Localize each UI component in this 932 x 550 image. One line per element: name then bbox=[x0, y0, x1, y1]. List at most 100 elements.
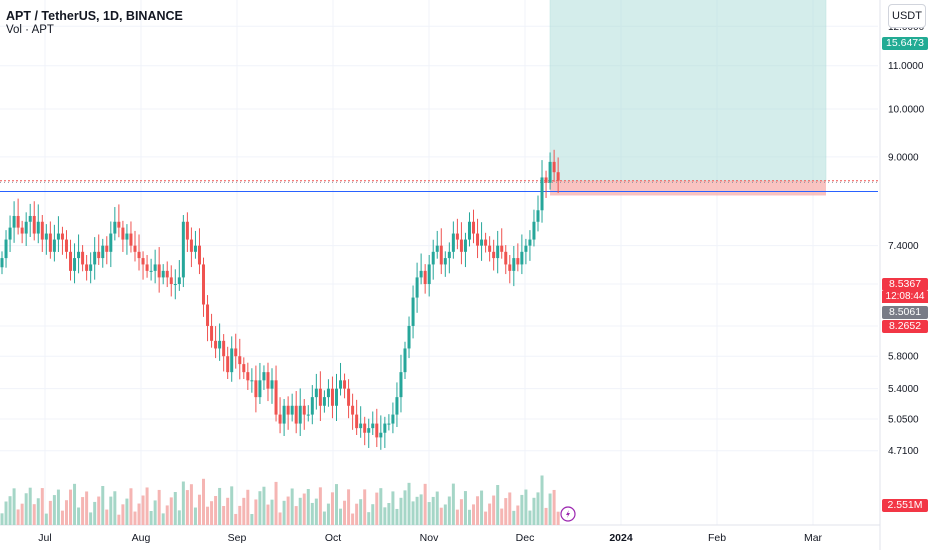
volume-bar bbox=[48, 500, 52, 525]
candle-body bbox=[226, 356, 230, 373]
volume-bar bbox=[476, 496, 480, 525]
candle-body bbox=[161, 270, 165, 278]
candle-body bbox=[77, 251, 81, 259]
volume-bar bbox=[318, 487, 322, 525]
volume-bar bbox=[435, 491, 439, 525]
candle-body bbox=[322, 397, 326, 406]
volume-bar bbox=[310, 502, 314, 525]
candle-body bbox=[363, 423, 367, 433]
y-tick-label: 5.8000 bbox=[888, 352, 919, 363]
candle-body bbox=[129, 233, 133, 246]
candle-body bbox=[113, 221, 117, 234]
volume-bar bbox=[113, 491, 117, 525]
y-tick-label: 5.0500 bbox=[888, 415, 919, 426]
volume-bar bbox=[56, 489, 60, 525]
volume-bar bbox=[439, 507, 443, 525]
volume-bar bbox=[375, 492, 379, 525]
volume-bar bbox=[145, 487, 149, 525]
volume-bar bbox=[334, 484, 338, 525]
volume-bar bbox=[395, 508, 399, 525]
candle-body bbox=[298, 405, 302, 424]
candle-body bbox=[536, 210, 540, 222]
candle-body bbox=[411, 297, 415, 326]
candle-body bbox=[141, 258, 145, 265]
volume-bar bbox=[403, 490, 407, 525]
countdown-tag: 12:08:44 bbox=[882, 291, 928, 303]
volume-bar bbox=[85, 491, 89, 525]
volume-bar bbox=[290, 488, 294, 525]
y-tick-label: 9.0000 bbox=[888, 152, 919, 163]
candle-body bbox=[548, 161, 552, 183]
volume-bar bbox=[20, 503, 24, 525]
candle-body bbox=[290, 405, 294, 415]
volume-bar bbox=[326, 503, 330, 525]
volume-bar bbox=[427, 502, 431, 525]
volume-bar bbox=[504, 498, 508, 525]
candle-body bbox=[480, 239, 484, 246]
volume-indicator-label[interactable]: Vol · APT bbox=[6, 24, 54, 36]
candle-body bbox=[359, 423, 363, 429]
volume-bar bbox=[330, 492, 334, 525]
candle-body bbox=[512, 258, 516, 271]
volume-bar bbox=[431, 496, 435, 525]
volume-bar bbox=[463, 491, 467, 525]
candle-body bbox=[435, 245, 439, 252]
candle-body bbox=[165, 270, 169, 278]
candle-body bbox=[282, 405, 286, 424]
volume-bar bbox=[149, 511, 153, 525]
candle-body bbox=[117, 221, 121, 228]
volume-bar bbox=[548, 493, 552, 525]
volume-bar bbox=[262, 486, 266, 525]
volume-bar bbox=[246, 489, 250, 525]
candle-body bbox=[286, 405, 290, 415]
candle-body bbox=[173, 284, 177, 286]
candle-body bbox=[492, 251, 496, 259]
candle-body bbox=[467, 221, 471, 240]
y-tick-label: 11.0000 bbox=[888, 61, 924, 72]
volume-bar bbox=[347, 489, 351, 525]
candle-body bbox=[355, 414, 359, 429]
candle-body bbox=[528, 239, 532, 246]
candle-body bbox=[202, 264, 205, 305]
candle-body bbox=[101, 245, 105, 259]
volume-bar bbox=[294, 506, 298, 525]
candle-body bbox=[145, 264, 149, 271]
volume-bar bbox=[24, 493, 28, 525]
currency-button[interactable]: USDT bbox=[888, 4, 926, 28]
candle-body bbox=[427, 264, 431, 285]
candle-body bbox=[270, 380, 274, 389]
volume-bar bbox=[516, 505, 520, 525]
volume-bar bbox=[117, 514, 121, 525]
volume-bar bbox=[93, 501, 97, 525]
volume-bar bbox=[391, 491, 395, 525]
volume-bar bbox=[540, 475, 544, 525]
candle-body bbox=[343, 380, 347, 389]
volume-bar bbox=[214, 496, 218, 525]
volume-bar bbox=[544, 507, 548, 525]
symbol-title[interactable]: APT / TetherUS, 1D, BINANCE bbox=[6, 9, 183, 23]
volume-bar bbox=[524, 489, 528, 525]
volume-bar bbox=[77, 507, 81, 525]
volume-bar bbox=[528, 510, 532, 525]
target-price-tag: 15.6473 bbox=[882, 37, 928, 50]
volume-bar bbox=[496, 485, 500, 525]
volume-bar bbox=[306, 489, 310, 525]
candle-body bbox=[314, 388, 318, 398]
volume-bar bbox=[423, 483, 427, 525]
lightning-icon bbox=[560, 506, 576, 522]
x-tick-label: Nov bbox=[420, 532, 439, 544]
volume-bar bbox=[455, 509, 459, 525]
volume-bar bbox=[81, 497, 85, 525]
candle-body bbox=[375, 423, 379, 438]
volume-bar bbox=[314, 498, 318, 525]
candle-body bbox=[403, 348, 407, 373]
volume-bar bbox=[492, 495, 496, 525]
volume-bar bbox=[556, 511, 560, 525]
y-tick-label: 5.4000 bbox=[888, 384, 919, 395]
volume-bar bbox=[415, 496, 419, 525]
target-zone bbox=[549, 0, 827, 182]
candle-body bbox=[302, 405, 306, 415]
candle-body bbox=[105, 245, 109, 252]
x-tick-label: Feb bbox=[708, 532, 726, 544]
